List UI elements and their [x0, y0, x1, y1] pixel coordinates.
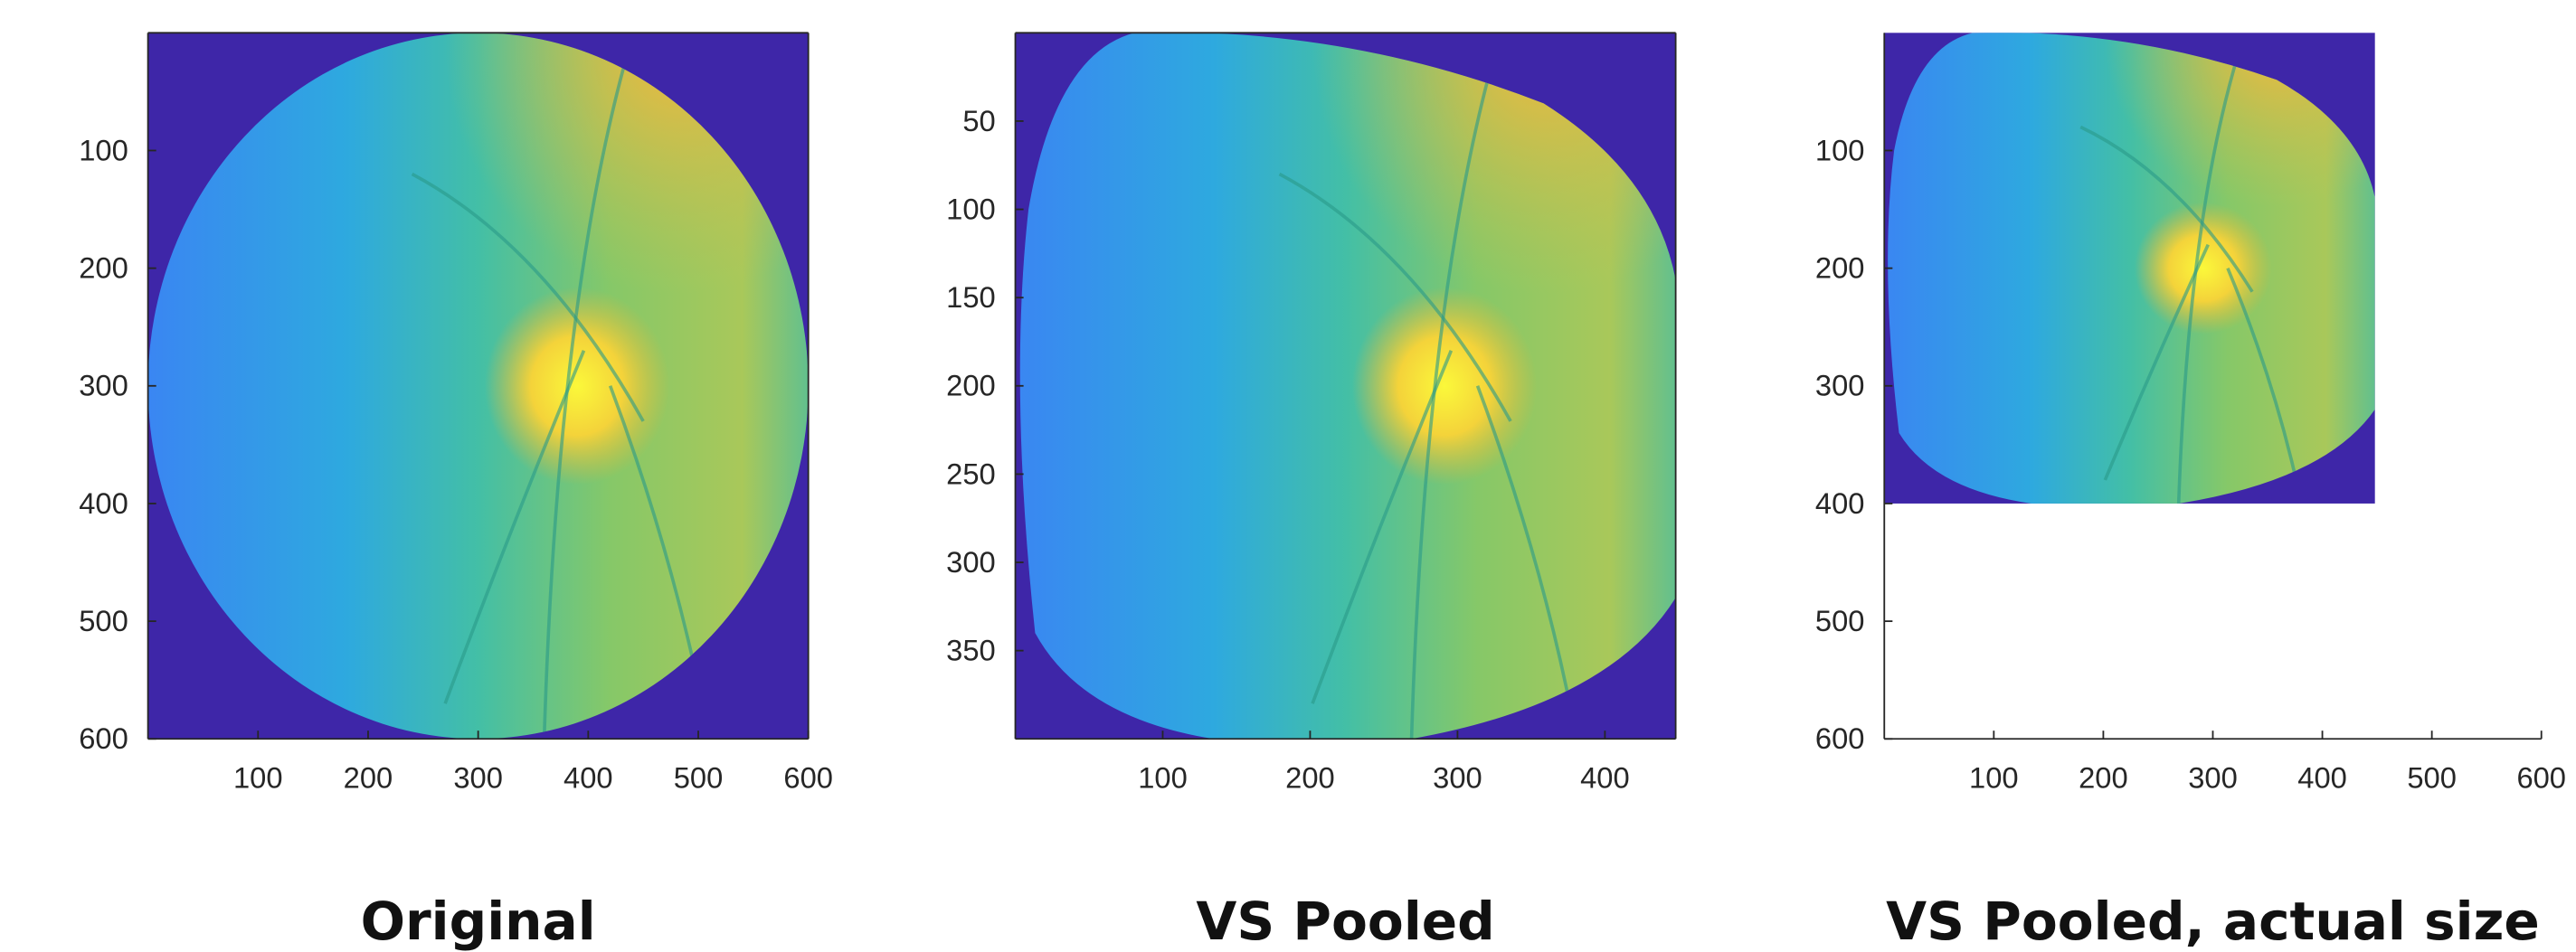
x-tick-label: 500 — [2407, 761, 2457, 795]
y-tick-label: 300 — [79, 369, 128, 402]
y-tick-label: 100 — [79, 133, 128, 166]
figure: 100 200 300 400 500 600 100 200 300 400 500 600 Orig… — [0, 0, 2576, 952]
y-tick-label: 600 — [79, 721, 128, 755]
panel: 100 200 300 400 500 600 100 200 300 400 500 600 VS P… — [1815, 33, 2566, 952]
x-tick-label: 100 — [1138, 761, 1188, 795]
retina-image — [1016, 33, 1676, 739]
y-tick-label: 300 — [1815, 369, 1865, 402]
y-tick-label: 100 — [1815, 133, 1865, 166]
y-tick-label: 350 — [946, 634, 996, 667]
y-tick-label: 200 — [946, 369, 996, 402]
y-tick-label: 200 — [1815, 251, 1865, 285]
panel: 100 200 300 400 50 100 150 200 250 300 350 VS Poole… — [946, 33, 1675, 952]
panel-caption: VS Pooled — [1196, 891, 1494, 952]
y-tick-label: 500 — [79, 604, 128, 637]
y-tick-label: 400 — [1815, 486, 1865, 520]
x-tick-label: 200 — [344, 761, 393, 795]
y-tick-label: 50 — [962, 104, 995, 137]
x-tick-label: 100 — [233, 761, 283, 795]
x-tick-label: 300 — [2188, 761, 2238, 795]
x-tick-label: 600 — [783, 761, 833, 795]
x-tick-label: 600 — [2516, 761, 2566, 795]
x-tick-label: 400 — [2297, 761, 2347, 795]
x-tick-label: 300 — [453, 761, 503, 795]
y-tick-label: 400 — [79, 486, 128, 520]
retina-image — [148, 33, 809, 739]
x-tick-label: 200 — [1285, 761, 1335, 795]
x-tick-label: 400 — [564, 761, 613, 795]
panel-caption: Original — [361, 891, 596, 952]
y-tick-label: 600 — [1815, 721, 1865, 755]
y-tick-label: 250 — [946, 457, 996, 490]
y-tick-label: 100 — [946, 192, 996, 225]
y-tick-label: 500 — [1815, 604, 1865, 637]
x-tick-label: 200 — [2079, 761, 2128, 795]
x-tick-label: 100 — [1969, 761, 2019, 795]
x-tick-label: 500 — [674, 761, 724, 795]
panel: 100 200 300 400 500 600 100 200 300 400 500 600 Orig… — [79, 33, 833, 952]
panel-caption: VS Pooled, actual size — [1886, 891, 2540, 952]
y-tick-label: 200 — [79, 251, 128, 285]
y-tick-label: 150 — [946, 280, 996, 314]
x-tick-label: 300 — [1433, 761, 1482, 795]
retina-image — [1884, 33, 2374, 504]
x-tick-label: 400 — [1580, 761, 1630, 795]
y-tick-label: 300 — [946, 545, 996, 579]
